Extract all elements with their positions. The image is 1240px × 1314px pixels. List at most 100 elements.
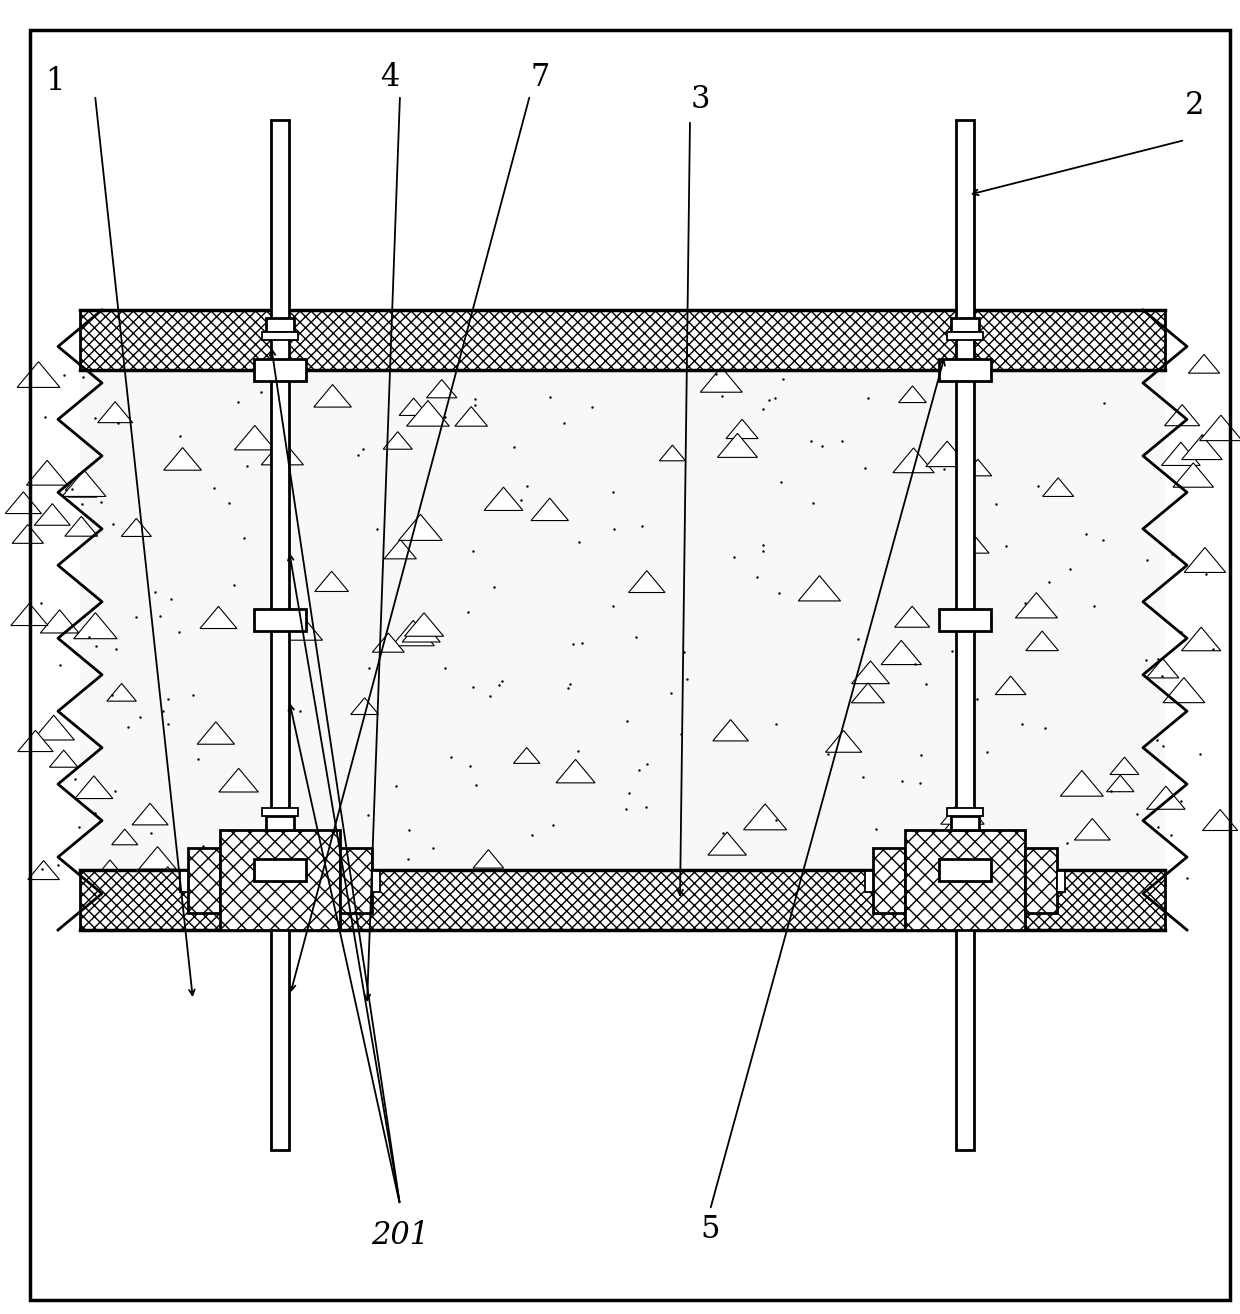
Polygon shape xyxy=(33,715,74,740)
Bar xyxy=(180,871,188,892)
Bar xyxy=(254,859,306,880)
Polygon shape xyxy=(629,570,665,593)
Polygon shape xyxy=(718,434,758,457)
Polygon shape xyxy=(852,661,889,683)
Polygon shape xyxy=(899,386,926,402)
Bar xyxy=(956,120,973,1150)
Polygon shape xyxy=(959,535,990,553)
Polygon shape xyxy=(64,516,98,536)
Polygon shape xyxy=(372,633,404,652)
Polygon shape xyxy=(94,859,125,878)
Polygon shape xyxy=(996,677,1025,695)
Bar xyxy=(372,871,379,892)
Polygon shape xyxy=(882,640,921,665)
Polygon shape xyxy=(713,720,749,741)
Polygon shape xyxy=(1106,775,1135,792)
Polygon shape xyxy=(404,612,444,636)
Bar xyxy=(262,332,298,340)
Polygon shape xyxy=(744,804,786,830)
Polygon shape xyxy=(852,683,884,703)
Bar xyxy=(873,848,905,913)
Polygon shape xyxy=(1147,658,1179,678)
Bar xyxy=(267,318,294,332)
Polygon shape xyxy=(1074,819,1110,840)
Bar xyxy=(905,830,1025,930)
Polygon shape xyxy=(35,503,71,526)
Polygon shape xyxy=(407,401,449,426)
Bar xyxy=(81,371,1166,870)
Polygon shape xyxy=(455,406,487,426)
Polygon shape xyxy=(383,432,413,449)
Polygon shape xyxy=(826,731,862,752)
Polygon shape xyxy=(1060,770,1104,796)
Polygon shape xyxy=(701,367,743,392)
Polygon shape xyxy=(66,473,93,490)
Polygon shape xyxy=(12,524,43,543)
Polygon shape xyxy=(799,576,841,600)
Polygon shape xyxy=(893,448,934,473)
Polygon shape xyxy=(399,398,428,415)
Polygon shape xyxy=(5,491,41,514)
Polygon shape xyxy=(11,603,48,625)
Polygon shape xyxy=(1184,548,1225,573)
Polygon shape xyxy=(27,861,60,879)
Polygon shape xyxy=(1182,627,1221,650)
Polygon shape xyxy=(98,402,133,423)
Text: 3: 3 xyxy=(691,84,709,116)
Text: 2: 2 xyxy=(1185,89,1205,121)
Bar xyxy=(939,608,991,631)
Polygon shape xyxy=(280,615,322,640)
Polygon shape xyxy=(164,448,201,470)
Polygon shape xyxy=(73,612,117,639)
Bar xyxy=(188,848,219,913)
Polygon shape xyxy=(17,731,53,752)
Polygon shape xyxy=(351,698,378,715)
Polygon shape xyxy=(384,540,417,558)
Polygon shape xyxy=(107,683,136,702)
Polygon shape xyxy=(963,459,992,476)
Bar xyxy=(254,359,306,381)
Bar xyxy=(81,870,1166,930)
Polygon shape xyxy=(941,798,985,824)
Polygon shape xyxy=(133,803,169,825)
Polygon shape xyxy=(402,619,440,643)
Polygon shape xyxy=(708,832,746,855)
Bar xyxy=(340,848,372,913)
Polygon shape xyxy=(1163,678,1205,703)
Polygon shape xyxy=(937,823,965,838)
Polygon shape xyxy=(1162,443,1200,465)
Polygon shape xyxy=(314,385,351,407)
Polygon shape xyxy=(1173,463,1214,487)
Polygon shape xyxy=(1199,415,1240,440)
Text: 201: 201 xyxy=(371,1219,429,1251)
Polygon shape xyxy=(474,850,503,869)
Polygon shape xyxy=(531,498,568,520)
Bar xyxy=(262,808,298,816)
Polygon shape xyxy=(50,750,78,767)
Bar xyxy=(947,808,983,816)
Polygon shape xyxy=(41,610,79,633)
Polygon shape xyxy=(17,361,60,388)
Polygon shape xyxy=(1164,405,1200,426)
Polygon shape xyxy=(725,419,758,439)
Polygon shape xyxy=(197,721,234,744)
Bar xyxy=(951,816,980,830)
Polygon shape xyxy=(926,442,968,466)
Bar xyxy=(939,359,991,381)
Polygon shape xyxy=(1203,809,1238,830)
Polygon shape xyxy=(513,748,539,763)
Polygon shape xyxy=(399,514,443,540)
Bar xyxy=(866,871,873,892)
Bar xyxy=(1056,871,1065,892)
Polygon shape xyxy=(262,440,304,465)
Polygon shape xyxy=(660,445,686,461)
Polygon shape xyxy=(112,829,138,845)
Polygon shape xyxy=(556,759,595,783)
Polygon shape xyxy=(122,519,151,536)
Text: 5: 5 xyxy=(701,1214,719,1246)
Polygon shape xyxy=(427,380,456,398)
Polygon shape xyxy=(234,426,275,449)
Polygon shape xyxy=(74,775,113,799)
Polygon shape xyxy=(1025,631,1059,650)
Polygon shape xyxy=(894,606,930,627)
